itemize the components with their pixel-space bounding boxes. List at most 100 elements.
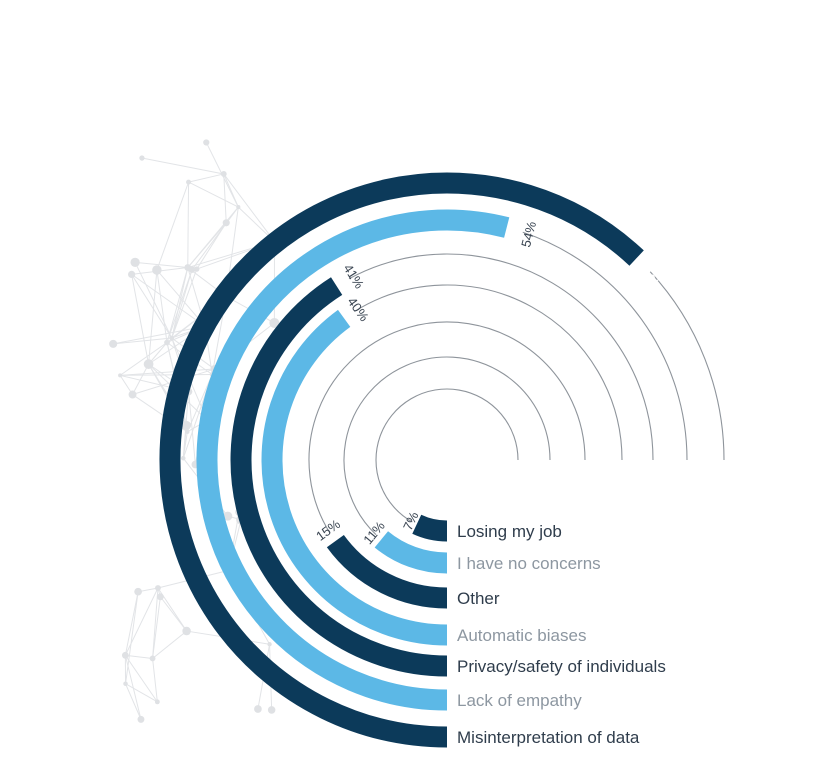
network-link bbox=[171, 267, 189, 339]
network-link bbox=[171, 268, 198, 339]
track-arc bbox=[348, 253, 654, 461]
value-label: 54% bbox=[518, 219, 539, 248]
network-node bbox=[169, 335, 175, 341]
network-node bbox=[203, 139, 210, 146]
network-link bbox=[156, 181, 190, 271]
network-link bbox=[148, 269, 158, 365]
network-node bbox=[269, 317, 280, 328]
network-link bbox=[132, 363, 150, 395]
legend-label: Losing my job bbox=[457, 522, 562, 541]
legend-label: Automatic biases bbox=[457, 626, 586, 645]
legend-label: Privacy/safety of individuals bbox=[457, 657, 666, 676]
network-link bbox=[124, 591, 139, 656]
network-link bbox=[152, 587, 159, 659]
value-label: 7% bbox=[400, 509, 422, 533]
legend-label: Misinterpretation of data bbox=[457, 728, 640, 747]
track-arc bbox=[375, 388, 519, 523]
network-node bbox=[267, 642, 272, 647]
network-node bbox=[123, 681, 128, 687]
value-labels: 62%54%41%40%15% 11% 7% bbox=[313, 219, 670, 547]
network-link bbox=[124, 655, 158, 703]
network-link bbox=[125, 683, 158, 703]
network-node bbox=[128, 270, 136, 279]
bar-arc bbox=[230, 277, 448, 677]
network-link bbox=[113, 337, 172, 345]
network-link bbox=[188, 173, 224, 183]
track-arc bbox=[522, 231, 688, 461]
network-node bbox=[121, 651, 129, 659]
track-arc bbox=[308, 321, 586, 534]
network-link bbox=[166, 267, 189, 343]
chart-tracks bbox=[308, 231, 725, 535]
network-node bbox=[194, 266, 200, 272]
network-node bbox=[223, 511, 233, 521]
network-node bbox=[134, 587, 142, 596]
network-node bbox=[128, 390, 137, 399]
network-node bbox=[143, 359, 154, 369]
network-node bbox=[149, 655, 156, 662]
bar-arc bbox=[159, 172, 644, 748]
chart-bars bbox=[159, 172, 644, 748]
network-node bbox=[155, 585, 161, 591]
network-node bbox=[139, 155, 145, 161]
network-node bbox=[137, 715, 145, 723]
network-node bbox=[182, 626, 191, 636]
network-link bbox=[113, 325, 206, 345]
network-node bbox=[236, 205, 241, 210]
bar-arc bbox=[196, 209, 510, 711]
network-node bbox=[220, 171, 227, 177]
network-node bbox=[267, 706, 276, 714]
value-label: 41% bbox=[340, 261, 367, 291]
legend-label: Other bbox=[457, 589, 500, 608]
network-link bbox=[141, 157, 224, 175]
network-node bbox=[154, 699, 160, 705]
track-arc bbox=[343, 356, 551, 535]
network-link bbox=[152, 596, 161, 659]
network-link bbox=[125, 683, 142, 720]
bar-arc bbox=[412, 514, 448, 542]
network-link bbox=[156, 269, 206, 327]
network-node bbox=[188, 266, 196, 273]
network-link bbox=[125, 591, 139, 684]
network-node bbox=[254, 705, 262, 713]
network-node bbox=[164, 339, 170, 346]
network-link bbox=[191, 206, 239, 270]
chart-legend: Misinterpretation of data Lack of empathy… bbox=[457, 522, 666, 747]
network-link bbox=[187, 182, 190, 268]
network-link bbox=[152, 658, 158, 702]
network-background bbox=[109, 139, 280, 723]
network-link bbox=[135, 261, 188, 269]
network-link bbox=[223, 173, 275, 242]
network-link bbox=[134, 262, 173, 339]
network-node bbox=[109, 339, 118, 348]
network-node bbox=[185, 429, 190, 434]
network-node bbox=[152, 265, 162, 275]
track-arc bbox=[353, 284, 623, 461]
value-label: 40% bbox=[344, 294, 372, 324]
value-label: 62% bbox=[641, 262, 670, 292]
network-link bbox=[120, 368, 215, 376]
network-link bbox=[188, 181, 239, 208]
bar-arc bbox=[261, 309, 448, 646]
network-node bbox=[180, 455, 186, 461]
network-link bbox=[131, 273, 206, 327]
network-node bbox=[186, 179, 192, 185]
network-link bbox=[124, 587, 159, 656]
bar-arc bbox=[326, 534, 448, 609]
network-link bbox=[171, 269, 193, 339]
network-node bbox=[181, 420, 192, 431]
network-link bbox=[156, 269, 168, 343]
network-link bbox=[125, 654, 153, 659]
network-link bbox=[119, 342, 168, 376]
network-node bbox=[156, 593, 164, 601]
network-link bbox=[152, 630, 187, 659]
network-link bbox=[223, 173, 227, 223]
legend-label: I have no concerns bbox=[457, 554, 601, 573]
network-node bbox=[222, 219, 230, 227]
legend-label: Lack of empathy bbox=[457, 691, 582, 710]
network-node bbox=[118, 373, 123, 378]
network-node bbox=[130, 257, 140, 267]
track-arc bbox=[649, 271, 725, 461]
network-link bbox=[131, 274, 150, 365]
